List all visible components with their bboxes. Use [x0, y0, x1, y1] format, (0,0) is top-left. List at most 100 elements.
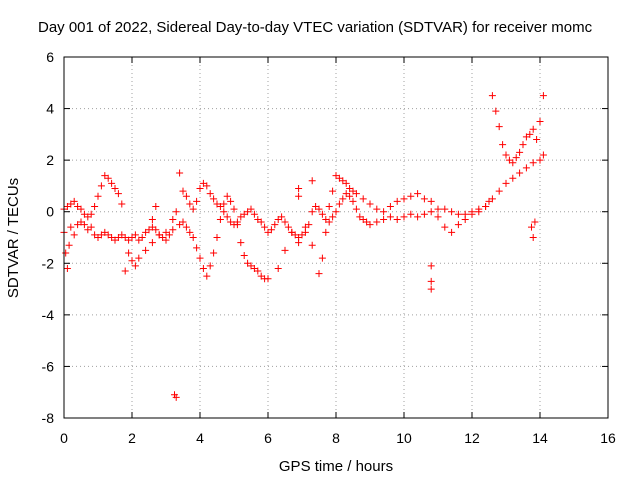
- data-point: [366, 200, 374, 208]
- data-point: [332, 208, 340, 216]
- data-point: [427, 208, 435, 216]
- data-point: [335, 200, 343, 208]
- data-point: [352, 190, 360, 198]
- data-point: [118, 200, 126, 208]
- data-point: [162, 228, 170, 236]
- data-point: [131, 231, 139, 239]
- data-point: [104, 174, 112, 182]
- data-point: [339, 195, 347, 203]
- x-tick-label: 6: [264, 430, 272, 446]
- data-point: [91, 203, 99, 211]
- data-point: [176, 169, 184, 177]
- data-point: [359, 195, 367, 203]
- data-point: [213, 234, 221, 241]
- data-point: [329, 213, 337, 221]
- data-point: [434, 213, 442, 221]
- y-tick-label: -6: [42, 358, 55, 374]
- data-point: [281, 246, 289, 254]
- data-point: [206, 262, 214, 270]
- data-point: [155, 231, 163, 239]
- data-point: [250, 210, 258, 218]
- data-point: [186, 228, 194, 236]
- data-point: [414, 190, 422, 198]
- data-point: [366, 221, 374, 229]
- data-point: [495, 187, 503, 195]
- data-point: [539, 92, 547, 100]
- y-axis-label: SDTVAR / TECUs: [5, 178, 22, 298]
- data-point: [240, 252, 248, 260]
- data-point: [237, 239, 245, 247]
- data-point: [62, 249, 70, 257]
- data-point: [454, 210, 462, 218]
- data-point: [342, 179, 350, 187]
- data-point: [434, 205, 442, 213]
- data-point: [148, 239, 156, 247]
- data-point: [509, 159, 517, 167]
- data-point: [502, 179, 510, 187]
- data-point: [516, 148, 524, 156]
- data-point: [67, 223, 75, 231]
- data-point: [475, 208, 483, 216]
- data-point: [193, 197, 201, 205]
- data-point: [203, 272, 211, 280]
- data-point: [325, 203, 333, 211]
- data-point: [182, 223, 190, 231]
- data-point: [193, 244, 201, 252]
- data-point: [70, 231, 78, 239]
- data-point: [295, 239, 303, 247]
- data-point: [318, 210, 326, 218]
- data-point: [80, 221, 88, 229]
- data-point: [516, 169, 524, 177]
- data-point: [315, 205, 323, 213]
- data-point: [267, 226, 275, 234]
- data-point: [539, 151, 547, 159]
- x-tick-label: 10: [396, 430, 412, 446]
- data-point: [502, 151, 510, 159]
- data-point: [223, 213, 231, 221]
- data-point: [169, 226, 177, 234]
- data-point: [427, 285, 435, 293]
- chart-title: Day 001 of 2022, Sidereal Day-to-day VTE…: [38, 19, 593, 36]
- x-tick-label: 0: [60, 430, 68, 446]
- data-point: [65, 241, 73, 249]
- data-point: [461, 215, 469, 223]
- data-point: [380, 215, 388, 223]
- data-point: [125, 249, 133, 257]
- data-point: [533, 136, 541, 144]
- data-point: [499, 141, 507, 149]
- data-point: [352, 205, 360, 213]
- data-point: [288, 228, 296, 236]
- data-point: [349, 197, 357, 205]
- data-point: [189, 234, 197, 241]
- data-point: [531, 218, 539, 226]
- data-point: [152, 203, 160, 211]
- data-point: [169, 215, 177, 223]
- data-point: [63, 264, 71, 272]
- data-point: [196, 254, 204, 262]
- data-point: [111, 185, 119, 193]
- data-point: [172, 393, 180, 401]
- data-point: [271, 221, 279, 229]
- data-point: [210, 249, 218, 257]
- data-point: [512, 154, 520, 162]
- data-point: [536, 156, 544, 164]
- y-tick-label: 2: [46, 152, 54, 168]
- data-point: [121, 267, 129, 275]
- data-point: [97, 182, 105, 190]
- data-point: [257, 218, 265, 226]
- y-tick-label: 0: [46, 204, 54, 220]
- data-point: [529, 234, 537, 241]
- data-point: [322, 228, 330, 236]
- data-point: [519, 141, 527, 149]
- data-point: [128, 257, 136, 265]
- data-point: [203, 182, 211, 190]
- y-tick-label: 4: [46, 101, 54, 117]
- data-point: [529, 125, 537, 133]
- data-point: [420, 210, 428, 218]
- data-point: [448, 208, 456, 216]
- data-point: [227, 197, 235, 205]
- y-tick-label: -4: [42, 307, 55, 323]
- data-point: [278, 213, 286, 221]
- data-point: [138, 234, 146, 241]
